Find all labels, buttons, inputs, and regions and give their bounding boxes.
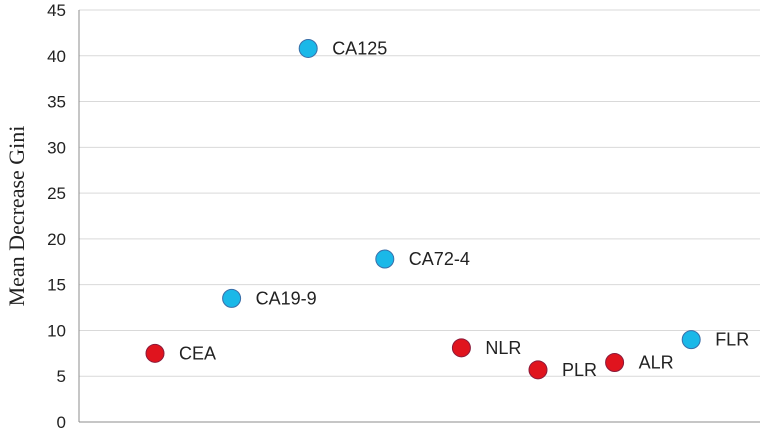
data-point-flr [681,330,701,350]
point-label-alr: ALR [639,352,674,372]
data-point-ca125 [298,38,318,58]
y-tick-label: 30 [47,138,66,157]
y-tick-label: 10 [47,321,66,340]
y-tick-label: 5 [57,367,66,386]
point-label-ca125: CA125 [332,38,387,58]
gridlines [79,9,760,377]
y-tick-label: 35 [47,93,66,112]
y-tick-labels: 0 5 10 15 20 25 30 35 40 45 [47,1,66,432]
data-point-nlr [451,338,471,358]
point-label-nlr: NLR [485,338,521,358]
y-tick-label: 40 [47,47,66,66]
y-tick-label: 15 [47,276,66,295]
point-label-ca72-4: CA72-4 [409,249,470,269]
data-point-ca19-9 [222,288,242,308]
data-point-plr [528,360,548,380]
y-tick-label: 45 [47,1,66,20]
data-point-cea [145,343,165,363]
data-point-ca72-4 [375,249,395,269]
data-point-alr [605,352,625,372]
y-axis-label: Mean Decrease Gini [4,126,29,307]
point-label-cea: CEA [179,343,216,363]
data-points [145,38,701,380]
point-label-ca19-9: CA19-9 [256,288,317,308]
point-label-plr: PLR [562,360,597,380]
point-label-flr: FLR [715,330,749,350]
point-labels: CEA CA19-9 CA125 CA72-4 NLR PLR ALR FLR [179,38,749,379]
y-tick-label: 0 [57,413,66,432]
y-tick-label: 25 [47,184,66,203]
y-tick-label: 20 [47,230,66,249]
